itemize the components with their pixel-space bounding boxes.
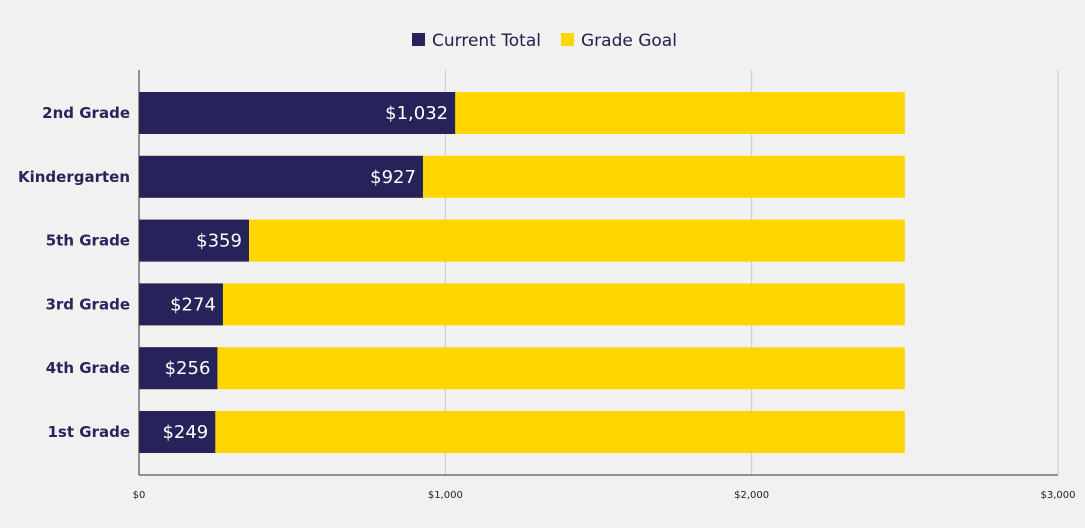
legend-swatch <box>412 33 425 46</box>
bar-current-total <box>139 411 216 453</box>
legend: Current Total Grade Goal <box>412 31 677 51</box>
data-label: $274 <box>170 294 216 315</box>
category-label: 2nd Grade <box>42 104 130 122</box>
axes <box>138 70 1058 476</box>
bar-grade-goal <box>139 347 905 390</box>
data-label: $927 <box>370 167 416 188</box>
gridlines <box>444 70 1059 475</box>
legend-label: Grade Goal <box>581 31 677 51</box>
category-label: 3rd Grade <box>45 295 130 313</box>
bar-grade-goal <box>139 411 905 453</box>
bars <box>139 92 905 453</box>
x-tick-label: $3,000 <box>1041 490 1076 501</box>
x-tick-label: $0 <box>133 490 146 501</box>
bar-current-total <box>139 347 218 390</box>
data-label: $359 <box>196 231 242 252</box>
bar-grade-goal <box>139 219 905 262</box>
x-tick-label: $1,000 <box>428 490 463 501</box>
data-label: $256 <box>165 358 211 379</box>
legend-swatch <box>561 33 574 46</box>
bar-grade-goal <box>139 283 905 326</box>
category-label: 5th Grade <box>46 232 130 250</box>
bar-current-total <box>139 92 456 134</box>
data-labels: $1,032 $927 $359 $274 $256 $249 <box>162 103 448 443</box>
data-label: $249 <box>162 422 208 443</box>
legend-label: Current Total <box>432 31 541 51</box>
x-tick-label: $2,000 <box>734 490 769 501</box>
category-labels: 2nd Grade Kindergarten 5th Grade 3rd Grade 4… <box>18 104 130 441</box>
x-tick-labels: $0 $1,000 $2,000 $3,000 <box>133 490 1076 501</box>
bar-current-total <box>139 219 249 262</box>
data-label: $1,032 <box>385 103 448 124</box>
category-label: 1st Grade <box>48 423 131 441</box>
category-label: 4th Grade <box>46 359 130 377</box>
bar-current-total <box>139 283 223 326</box>
bar-current-total <box>139 155 423 198</box>
category-label: Kindergarten <box>18 168 130 186</box>
